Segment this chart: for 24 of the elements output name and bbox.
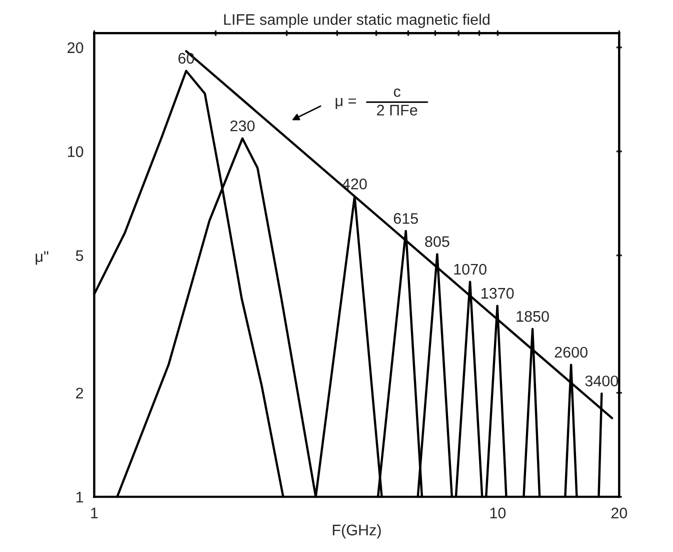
series-label: 3400 xyxy=(585,376,618,386)
x-tick-label: 1 xyxy=(91,508,98,518)
series-label: 2600 xyxy=(554,346,588,358)
series-label: 805 xyxy=(425,236,450,247)
y-tick-label: 5 xyxy=(76,250,84,262)
series-label: 1070 xyxy=(454,264,486,275)
chart-title: LIFE sample under static magnetic field xyxy=(224,14,490,28)
annotation: c xyxy=(394,88,400,97)
series-label: 60 xyxy=(178,52,194,64)
annotation: μ = xyxy=(336,98,356,109)
y-axis-title: μ" xyxy=(36,251,48,265)
series-label: 615 xyxy=(394,213,418,224)
series-label: 1850 xyxy=(516,311,549,322)
y-tick-label: 20 xyxy=(68,42,84,54)
series-label: 1370 xyxy=(482,288,514,299)
series-label: 230 xyxy=(230,120,255,132)
x-axis-title: F(GHz) xyxy=(332,524,381,538)
x-tick-label: 10 xyxy=(490,508,506,518)
y-tick-label: 1 xyxy=(76,492,84,502)
x-tick-label: 20 xyxy=(611,508,628,518)
annotation: 2 ΠFe xyxy=(377,104,418,116)
y-tick-label: 10 xyxy=(68,146,84,158)
y-tick-label: 2 xyxy=(76,388,84,398)
series-label: 420 xyxy=(342,178,367,190)
